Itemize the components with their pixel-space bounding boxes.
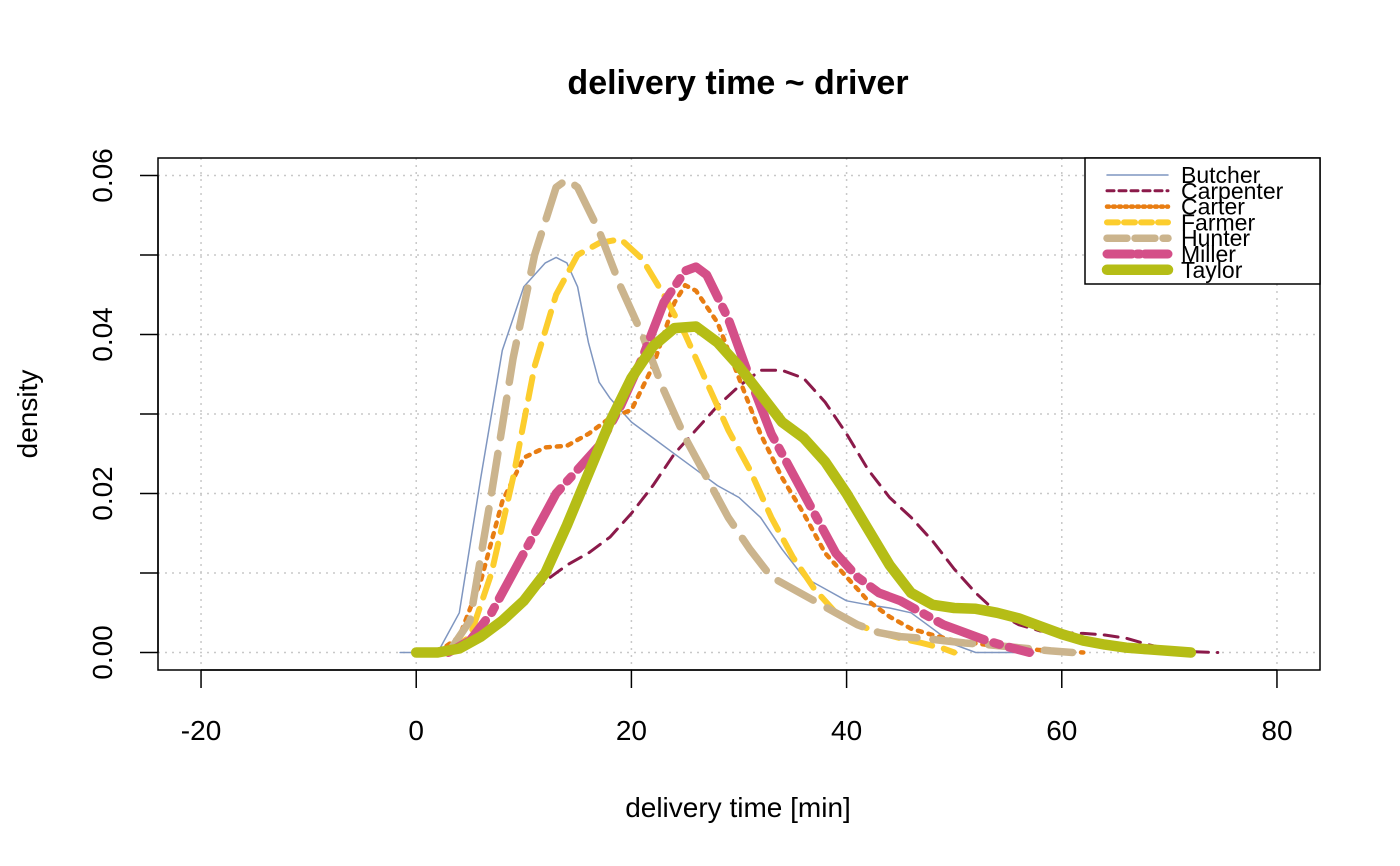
legend-label-miller: Miller [1181, 241, 1236, 267]
x-tick-label: 20 [616, 715, 647, 746]
y-tick-label: 0.00 [87, 625, 118, 680]
x-tick-label: 60 [1046, 715, 1077, 746]
y-axis-label: density [12, 370, 43, 459]
y-tick-label: 0.04 [87, 307, 118, 362]
x-axis: -20 0 20 40 60 80 [181, 669, 1293, 746]
series-line-carter [435, 282, 1086, 655]
x-tick-label: 0 [408, 715, 424, 746]
legend-label-farmer: Farmer [1181, 209, 1255, 235]
x-axis-label: delivery time [min] [625, 792, 851, 823]
legend-label-carpenter: Carpenter [1181, 178, 1284, 204]
x-tick-label: -20 [181, 715, 221, 746]
series-layer [399, 175, 1220, 658]
x-tick-label: 80 [1261, 715, 1292, 746]
x-tick-label: 40 [831, 715, 862, 746]
series-line-butcher [399, 256, 1020, 654]
series-line-carpenter [436, 368, 1220, 654]
y-tick-label: 0.06 [87, 148, 118, 203]
legend-label-carter: Carter [1181, 194, 1245, 220]
legend-label-taylor: Taylor [1181, 257, 1243, 283]
series-line-taylor [410, 321, 1197, 658]
series-line-hunter [444, 175, 1077, 657]
legend-label-butcher: Butcher [1181, 162, 1261, 188]
y-tick-label: 0.02 [87, 466, 118, 521]
y-axis: 0.00 0.02 0.04 0.06 [87, 148, 159, 680]
legend: ButcherCarpenterCarterFarmerHunterMiller… [1084, 157, 1321, 285]
legend-label-hunter: Hunter [1181, 225, 1250, 251]
chart-title: delivery time ~ driver [567, 64, 908, 102]
series-line-miller [444, 262, 1034, 657]
